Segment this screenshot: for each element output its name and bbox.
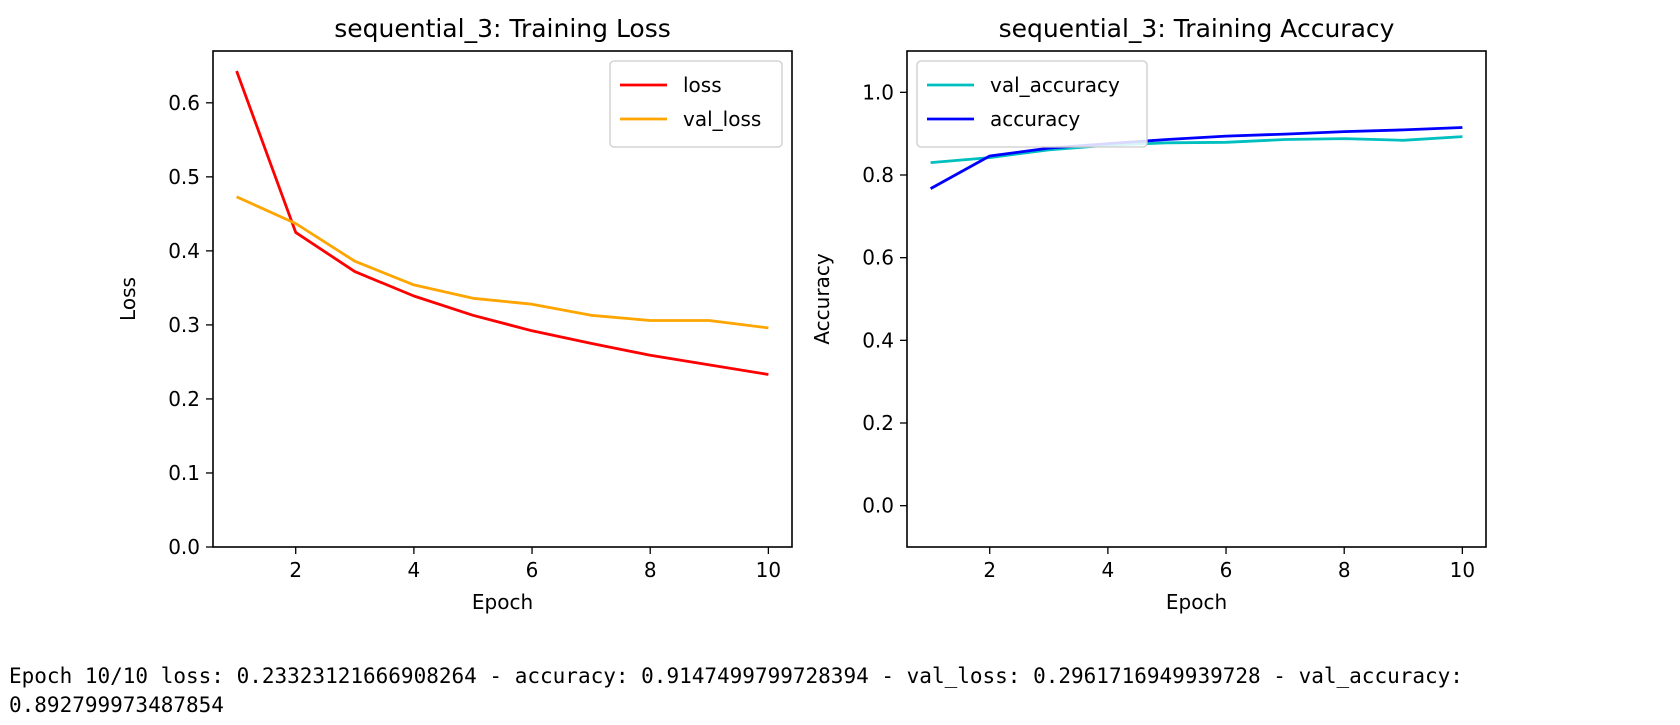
x-tick-label: 4	[408, 558, 421, 582]
charts-figure: sequential_3: Training Loss 2 4 6 8 10 0.0 0.1 0…	[116, 14, 1487, 614]
legend-label: accuracy	[990, 107, 1080, 131]
legend-label: val_loss	[683, 107, 761, 131]
plot-frame	[212, 50, 793, 548]
y-axis-label: Accuracy	[810, 253, 834, 344]
y-tick-label: 1.0	[862, 80, 894, 104]
series-line-loss	[235, 70, 769, 376]
training-log-line-1: Epoch 10/10 loss: 0.23323121666908264 - …	[9, 664, 1463, 688]
x-tick-label: 6	[526, 558, 539, 582]
chart-title: sequential_3: Training Loss	[334, 14, 671, 43]
y-tick-label: 0.0	[862, 494, 894, 518]
x-tick-label: 10	[1450, 558, 1475, 582]
training-log-line-2: 0.892799973487854	[9, 693, 224, 717]
x-tick-label: 4	[1102, 558, 1115, 582]
y-tick-label: 0.2	[168, 387, 200, 411]
series-line-accuracy	[929, 126, 1463, 190]
legend: val_accuracy accuracy	[916, 60, 1148, 148]
chart-accuracy: sequential_3: Training Accuracy 2 4 6 8 10 0.0…	[810, 14, 1487, 614]
x-tick-label: 2	[289, 558, 302, 582]
legend-label: loss	[683, 73, 722, 97]
y-tick-label: 0.5	[168, 165, 200, 189]
y-tick-label: 0.6	[862, 246, 894, 270]
x-tick-label: 8	[644, 558, 657, 582]
x-tick-label: 2	[983, 558, 996, 582]
y-tick-label: 0.0	[168, 535, 200, 559]
y-tick-label: 0.6	[168, 91, 200, 115]
y-tick-label: 0.1	[168, 461, 200, 485]
y-tick-label: 0.4	[168, 239, 200, 263]
legend-box	[916, 60, 1148, 148]
legend-label: val_accuracy	[990, 73, 1120, 97]
x-axis-label: Epoch	[472, 590, 533, 614]
x-tick-label: 6	[1220, 558, 1233, 582]
y-tick-label: 0.4	[862, 328, 894, 352]
legend-box	[609, 60, 783, 148]
series-line-val-accuracy	[930, 135, 1463, 164]
chart-title: sequential_3: Training Accuracy	[999, 14, 1395, 43]
x-axis-label: Epoch	[1166, 590, 1227, 614]
series-line-val-loss	[236, 195, 769, 330]
x-tick-label: 10	[756, 558, 781, 582]
y-axis-label: Loss	[116, 277, 140, 321]
y-tick-label: 0.8	[862, 163, 894, 187]
x-tick-label: 8	[1338, 558, 1351, 582]
y-tick-label: 0.3	[168, 313, 200, 337]
y-tick-label: 0.2	[862, 411, 894, 435]
legend: loss val_loss	[609, 60, 783, 148]
chart-loss: sequential_3: Training Loss 2 4 6 8 10 0.0 0.1 0…	[116, 14, 793, 614]
plot-frame	[906, 50, 1487, 548]
